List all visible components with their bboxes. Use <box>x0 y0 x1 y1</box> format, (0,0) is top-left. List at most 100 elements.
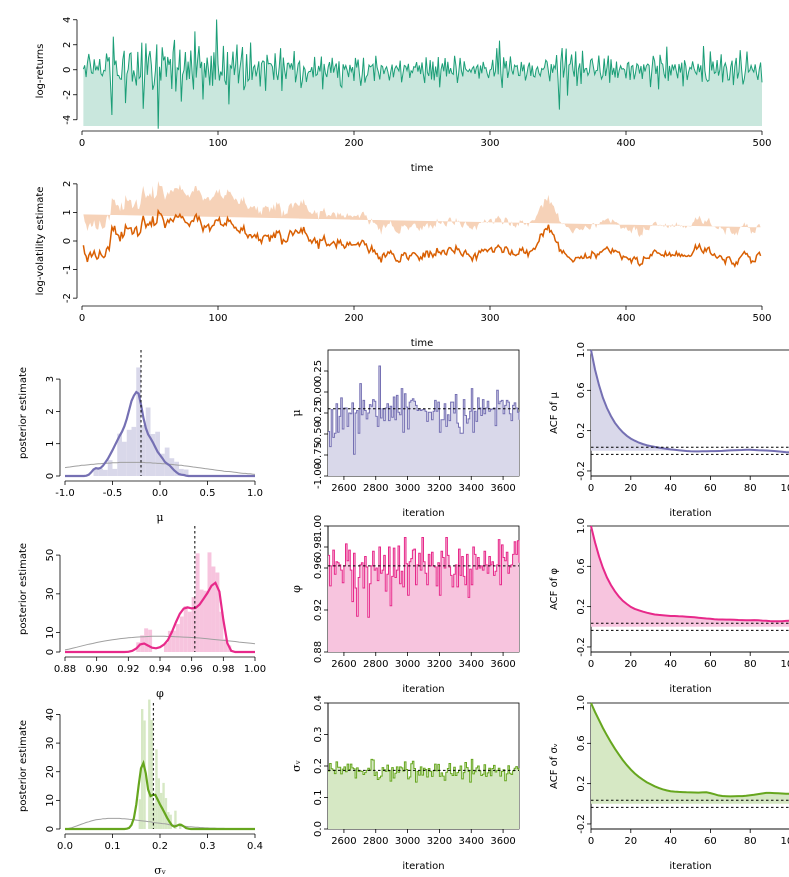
histogram-bar <box>98 468 103 476</box>
y-axis-title: log-volatility estimate <box>35 187 46 296</box>
x-axis: 0.88 0.90 0.92 0.94 0.96 0.98 1.00 <box>54 656 266 675</box>
y-tick-label: 0.96 <box>313 557 324 579</box>
y-tick-label: 0.25 <box>313 360 324 382</box>
log-volatility-line <box>82 208 762 269</box>
histogram-bar <box>215 572 220 652</box>
x-tick-label: 60 <box>704 836 717 847</box>
x-tick-label: 3600 <box>490 483 515 494</box>
x-tick-label: 3600 <box>490 659 515 670</box>
histogram-bar <box>136 367 141 476</box>
histogram-bar <box>138 799 141 829</box>
y-axis-title: μ <box>290 409 303 416</box>
x-axis-title: iteration <box>402 684 444 695</box>
y-tick-label: 0.6 <box>576 558 587 574</box>
acf-line <box>590 702 789 798</box>
y-tick-label: 2 <box>62 181 73 187</box>
x-tick-label: 3200 <box>427 836 452 847</box>
y-axis: -4 -2 0 2 4 <box>62 17 78 125</box>
y-axis: -1.00-0.75-0.50-0.250.000.25 <box>313 360 329 489</box>
posterior-density-curve <box>65 759 255 831</box>
x-tick-label: 0 <box>79 313 85 324</box>
x-tick-label: 3200 <box>427 483 452 494</box>
x-axis: 0 100 200 300 400 500 <box>79 130 772 149</box>
histogram-bar <box>143 720 146 829</box>
y-tick-label: 0.4 <box>313 695 324 711</box>
histogram-bar <box>122 441 127 476</box>
x-tick-label: -1.0 <box>55 488 75 499</box>
x-tick-label: 0 <box>588 483 594 494</box>
y-tick-label: 0 <box>62 67 73 73</box>
y-tick-label: -0.2 <box>576 461 587 481</box>
y-tick-label: 1 <box>45 441 56 447</box>
y-tick-label: 10 <box>45 794 56 807</box>
x-tick-label: 3000 <box>395 836 420 847</box>
histogram-bar <box>187 611 192 652</box>
y-axis: 0 10 30 50 <box>45 549 61 655</box>
x-tick-label: 300 <box>480 138 499 149</box>
y-tick-label: 0.2 <box>576 776 587 792</box>
y-axis-title: φ <box>290 585 303 593</box>
y-axis-title: ACF of μ <box>549 391 560 433</box>
x-axis-title: time <box>411 163 434 174</box>
x-axis-title: φ <box>156 687 164 700</box>
x-tick-label: 100 <box>208 313 227 324</box>
y-tick-label: 0 <box>62 238 73 244</box>
x-axis: 0 20 40 60 80 100 <box>588 651 789 670</box>
phi-trace-panel: 2600 2800 3000 3200 3400 3600 0.88 0.92 0.960.98… <box>290 515 520 695</box>
y-axis: 0 10 20 30 40 <box>45 708 61 832</box>
y-axis: -2 -1 0 1 2 <box>62 181 78 303</box>
histogram-bar <box>203 590 208 652</box>
histogram-bar <box>103 469 108 476</box>
x-tick-label: 80 <box>744 659 757 670</box>
histogram-bar <box>195 553 200 652</box>
x-axis-title: time <box>411 338 434 349</box>
y-tick-label: 20 <box>45 765 56 778</box>
histogram-bar <box>171 630 176 652</box>
x-tick-label: 0.4 <box>247 841 263 852</box>
x-tick-label: 300 <box>480 313 499 324</box>
x-tick-label: 3400 <box>459 483 484 494</box>
x-tick-label: 40 <box>664 483 677 494</box>
x-tick-label: 0 <box>79 138 85 149</box>
histogram-bar <box>211 566 216 652</box>
x-tick-label: 1.00 <box>244 664 266 675</box>
histogram-bar <box>126 429 132 476</box>
mu-acf-panel: 0 20 40 60 80 100 -0.2 0.2 0.6 1.0 iteration ACF of… <box>549 342 789 519</box>
x-tick-label: 100 <box>208 138 227 149</box>
histogram-bar <box>148 699 151 829</box>
plot-frame <box>590 525 789 653</box>
y-tick-label: -2 <box>62 90 73 100</box>
x-tick-label: 0.92 <box>117 664 139 675</box>
acf-line <box>590 525 789 623</box>
histogram-bar <box>112 468 118 476</box>
histogram-bar <box>163 643 168 652</box>
mu-trace-panel: 2600 2800 3000 3200 3400 3600 -1.00-0.75-0.50-… <box>290 349 520 519</box>
histogram-bar <box>223 638 228 652</box>
y-tick-label: 0.1 <box>313 790 324 806</box>
x-tick-label: 400 <box>616 313 635 324</box>
histogram-bar <box>144 628 149 652</box>
histogram-bar <box>160 792 163 829</box>
x-tick-label: -0.5 <box>103 488 123 499</box>
x-tick-label: 3000 <box>395 483 420 494</box>
trace-area <box>328 759 519 829</box>
y-axis-title: ACF of φ <box>549 568 560 610</box>
y-tick-label: 0.98 <box>313 536 324 558</box>
histogram-bar <box>207 552 212 652</box>
x-tick-label: 3000 <box>395 659 420 670</box>
x-tick-label: 80 <box>744 836 757 847</box>
y-tick-label: 1.00 <box>313 515 324 537</box>
x-tick-label: 60 <box>704 659 717 670</box>
y-tick-label: 1.0 <box>576 695 587 711</box>
x-tick-label: 40 <box>664 836 677 847</box>
histogram-bar <box>199 589 204 652</box>
x-tick-label: 0.94 <box>149 664 171 675</box>
x-axis-title: μ <box>156 511 163 524</box>
y-tick-label: 30 <box>45 587 56 600</box>
histogram-bar <box>167 630 172 652</box>
y-tick-label: -0.2 <box>576 814 587 834</box>
y-tick-label: 2 <box>45 408 56 414</box>
histogram-bar <box>160 453 165 476</box>
x-tick-label: 0.88 <box>54 664 76 675</box>
prior-density-curve <box>64 635 256 651</box>
